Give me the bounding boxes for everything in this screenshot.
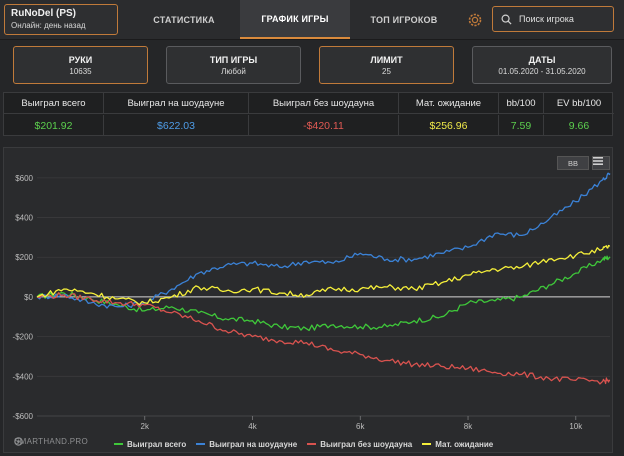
legend-swatch — [307, 443, 317, 445]
stats-value-cell: 7.59 — [499, 115, 544, 136]
tab-game-graph[interactable]: ГРАФИК ИГРЫ — [240, 0, 350, 39]
series-line — [36, 292, 611, 385]
filter-hands-value: 10635 — [69, 66, 92, 76]
filter-limit-label: ЛИМИТ — [370, 54, 403, 65]
legend-swatch — [196, 443, 206, 445]
stats-header-cell: EV bb/100 — [556, 98, 602, 109]
y-tick-label: $200 — [15, 253, 33, 262]
x-tick-label: 2k — [141, 422, 150, 431]
player-name: RuNoDel (PS) — [11, 8, 76, 19]
stats-header-cell: Мат. ожидание — [399, 93, 499, 114]
filter-game-type-label: ТИП ИГРЫ — [209, 54, 258, 65]
profit-chart: $600 $400 $200 $0 -$200 -$400 -$600 2k 4k 6k 8k 10k… — [3, 147, 613, 453]
stats-header-row: Выиграл всего Выиграл на шоудауне Выигра… — [4, 93, 614, 114]
legend-item[interactable]: Выиграл на шоудауне — [196, 437, 297, 451]
stats-header-cell: Выиграл на шоудауне — [104, 93, 249, 114]
y-tick-label: $400 — [15, 214, 33, 223]
tab-top-players[interactable]: ТОП ИГРОКОВ — [370, 14, 438, 25]
series-line — [36, 244, 611, 306]
search-icon — [501, 14, 512, 25]
filter-dates-value: 01.05.2020 - 31.05.2020 — [498, 66, 586, 76]
chart-plot: $600 $400 $200 $0 -$200 -$400 -$600 2k 4k 6k 8k 10k — [13, 172, 611, 431]
player-profile[interactable]: RuNoDel (PS) Онлайн: день назад — [4, 4, 118, 35]
legend-swatch — [422, 443, 432, 445]
filter-game-type[interactable]: ТИП ИГРЫ Любой — [166, 46, 301, 84]
y-tick-label: -$400 — [13, 372, 34, 381]
stats-header-cell: Выиграл без шоудауна — [249, 93, 399, 114]
x-tick-label: 10k — [569, 422, 583, 431]
filter-dates[interactable]: ДАТЫ 01.05.2020 - 31.05.2020 — [472, 46, 612, 84]
y-tick-label: $0 — [24, 293, 33, 302]
filter-limit[interactable]: ЛИМИТ 25 — [319, 46, 454, 84]
gear-icon[interactable] — [467, 12, 483, 28]
series-line — [36, 172, 611, 309]
y-tick-label: -$200 — [13, 333, 34, 342]
filter-game-type-value: Любой — [221, 66, 246, 76]
top-bar: RuNoDel (PS) Онлайн: день назад СТАТИСТИ… — [0, 0, 624, 40]
legend-label: Выиграл без шоудауна — [320, 439, 413, 449]
brand-name: SMARTHAND.PRO — [14, 437, 88, 446]
stats-value-row: $201.92 $622.03 -$420.11 $256.96 7.59 9.… — [4, 115, 614, 136]
tab-statistics[interactable]: СТАТИСТИКА — [153, 14, 215, 25]
x-tick-label: 4k — [248, 422, 257, 431]
unit-toggle-button[interactable]: BB — [557, 156, 589, 170]
stats-value-cell: $256.96 — [399, 115, 499, 136]
filter-limit-value: 25 — [382, 66, 391, 76]
stats-value-cell: 9.66 — [568, 119, 590, 132]
y-tick-label: $600 — [15, 174, 33, 183]
legend-item[interactable]: Выиграл всего — [114, 437, 186, 451]
x-tick-label: 8k — [464, 422, 473, 431]
chart-legend: Выиграл всего Выиграл на шоудауне Выигра… — [114, 437, 493, 451]
hamburger-menu-icon — [593, 157, 603, 165]
series-line — [36, 255, 611, 332]
stats-table: Выиграл всего Выиграл на шоудауне Выигра… — [3, 92, 614, 136]
stats-value-cell: -$420.11 — [249, 115, 399, 136]
player-search[interactable] — [492, 6, 614, 32]
legend-label: Выиграл всего — [127, 439, 187, 449]
y-tick-label: -$600 — [13, 412, 34, 421]
legend-item[interactable]: Мат. ожидание — [422, 437, 493, 451]
stats-header-cell: bb/100 — [499, 93, 544, 114]
legend-swatch — [114, 443, 123, 445]
x-tick-label: 6k — [356, 422, 365, 431]
search-input[interactable] — [519, 14, 605, 24]
filter-dates-label: ДАТЫ — [528, 54, 556, 65]
filter-hands-label: РУКИ — [68, 54, 93, 65]
chart-menu-button[interactable] — [592, 156, 610, 170]
filters-bar: РУКИ 10635 ТИП ИГРЫ Любой ЛИМИТ 25 ДАТЫ … — [0, 41, 624, 91]
legend-item[interactable]: Выиграл без шоудауна — [307, 437, 412, 451]
brand-icon — [14, 437, 23, 446]
legend-label: Выиграл на шоудауне — [209, 439, 298, 449]
stats-value-cell: $201.92 — [4, 115, 104, 136]
player-status: Онлайн: день назад — [11, 21, 86, 30]
legend-label: Мат. ожидание — [435, 439, 494, 449]
stats-header-cell: Выиграл всего — [4, 93, 104, 114]
stats-value-cell: $622.03 — [104, 115, 249, 136]
brand-logo: SMARTHAND.PRO — [14, 437, 88, 446]
filter-hands[interactable]: РУКИ 10635 — [13, 46, 148, 84]
